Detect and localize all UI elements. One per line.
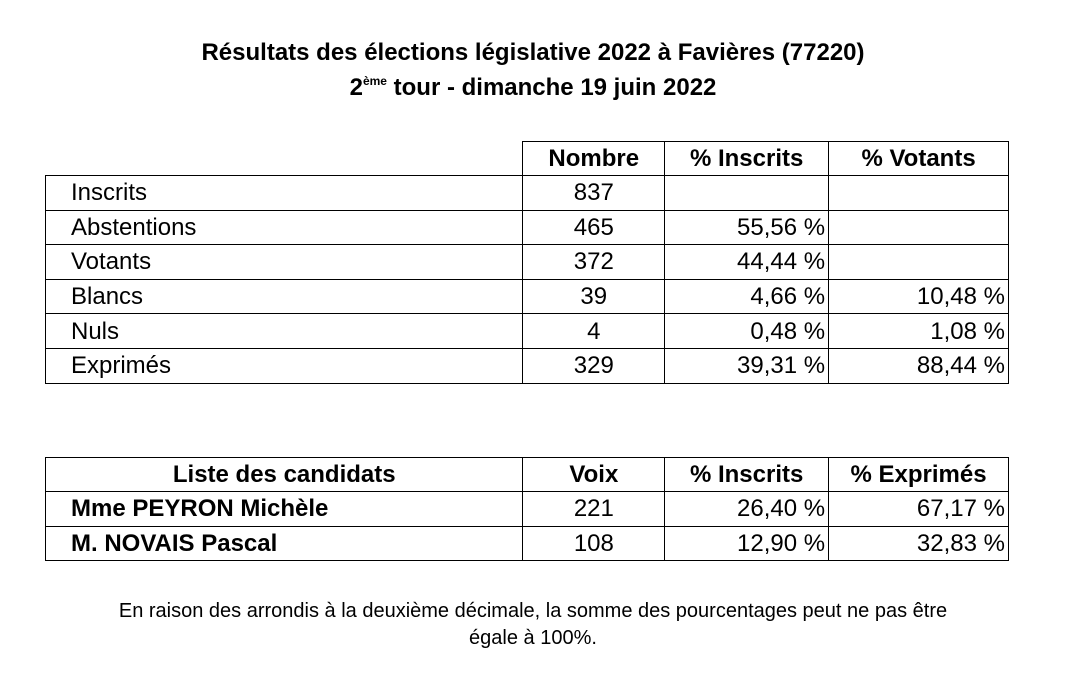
page-title: Résultats des élections législative 2022…	[201, 39, 865, 66]
candidate-pct-inscrits: 12,90 %	[664, 525, 830, 562]
candidate-pct-exprimes: 67,17 %	[828, 491, 1009, 527]
results-table: Nombre % Inscrits % Votants Inscrits 837…	[44, 141, 1009, 384]
table-row: Exprimés 329 39,31 % 88,44 %	[44, 347, 1009, 384]
row-label: Blancs	[44, 278, 524, 315]
header-pct-inscrits: % Inscrits	[664, 141, 830, 176]
candidate-voix: 108	[522, 525, 666, 562]
candidates-table: Liste des candidats Voix % Inscrits % Ex…	[44, 457, 1009, 562]
header-pct-inscrits: % Inscrits	[664, 457, 830, 492]
results-header-row: Nombre % Inscrits % Votants	[46, 141, 1009, 176]
candidate-row: Mme PEYRON Michèle 221 26,40 % 67,17 %	[44, 491, 1009, 527]
row-pct-inscrits: 0,48 %	[664, 313, 830, 349]
candidates-header-row: Liste des candidats Voix % Inscrits % Ex…	[44, 457, 1009, 492]
rounding-note-line-1: En raison des arrondis à la deuxième déc…	[118, 600, 948, 622]
candidate-pct-exprimes: 32,83 %	[828, 525, 1009, 562]
header-pct-exprimes: % Exprimés	[828, 457, 1009, 492]
candidate-row: M. NOVAIS Pascal 108 12,90 % 32,83 %	[44, 525, 1009, 562]
row-pct-votants	[828, 244, 1009, 280]
table-row: Votants 372 44,44 %	[44, 244, 1009, 280]
row-nombre: 837	[522, 175, 666, 211]
row-label: Inscrits	[44, 175, 524, 211]
table-row: Blancs 39 4,66 % 10,48 %	[44, 278, 1009, 315]
candidate-name: M. NOVAIS Pascal	[44, 525, 524, 562]
row-pct-inscrits: 39,31 %	[664, 347, 830, 384]
row-pct-inscrits: 44,44 %	[664, 244, 830, 280]
row-pct-votants	[828, 175, 1009, 211]
row-pct-inscrits: 55,56 %	[664, 209, 830, 246]
subtitle-ordinal-suffix: ème	[362, 74, 387, 88]
row-nombre: 39	[522, 278, 666, 315]
header-liste-candidats: Liste des candidats	[44, 457, 524, 492]
row-label: Nuls	[44, 313, 524, 349]
row-nombre: 329	[522, 347, 666, 384]
row-pct-votants: 88,44 %	[828, 347, 1009, 384]
candidate-name: Mme PEYRON Michèle	[44, 491, 524, 527]
page-subtitle: 2ème tour - dimanche 19 juin 2022	[0, 73, 1066, 103]
results-header-blank	[46, 142, 523, 176]
row-pct-inscrits	[664, 175, 830, 211]
row-label: Votants	[44, 244, 524, 280]
row-nombre: 4	[522, 313, 666, 349]
candidate-voix: 221	[522, 491, 666, 527]
row-nombre: 465	[522, 209, 666, 246]
subtitle-ordinal: 2	[349, 74, 363, 101]
header-voix: Voix	[522, 457, 666, 492]
row-pct-votants: 1,08 %	[828, 313, 1009, 349]
table-row: Inscrits 837	[44, 175, 1009, 211]
header-nombre: Nombre	[522, 141, 666, 176]
candidate-pct-inscrits: 26,40 %	[664, 491, 830, 527]
rounding-note: En raison des arrondis à la deuxième déc…	[0, 598, 1066, 652]
row-pct-votants	[828, 209, 1009, 246]
subtitle-text: tour - dimanche 19 juin 2022	[386, 74, 717, 101]
row-nombre: 372	[522, 244, 666, 280]
row-pct-votants: 10,48 %	[828, 278, 1009, 315]
table-row: Abstentions 465 55,56 %	[44, 209, 1009, 246]
table-row: Nuls 4 0,48 % 1,08 %	[44, 313, 1009, 349]
rounding-note-line-2: égale à 100%.	[469, 627, 597, 649]
row-label: Exprimés	[44, 347, 524, 384]
row-label: Abstentions	[44, 209, 524, 246]
header-pct-votants: % Votants	[828, 141, 1009, 176]
row-pct-inscrits: 4,66 %	[664, 278, 830, 315]
